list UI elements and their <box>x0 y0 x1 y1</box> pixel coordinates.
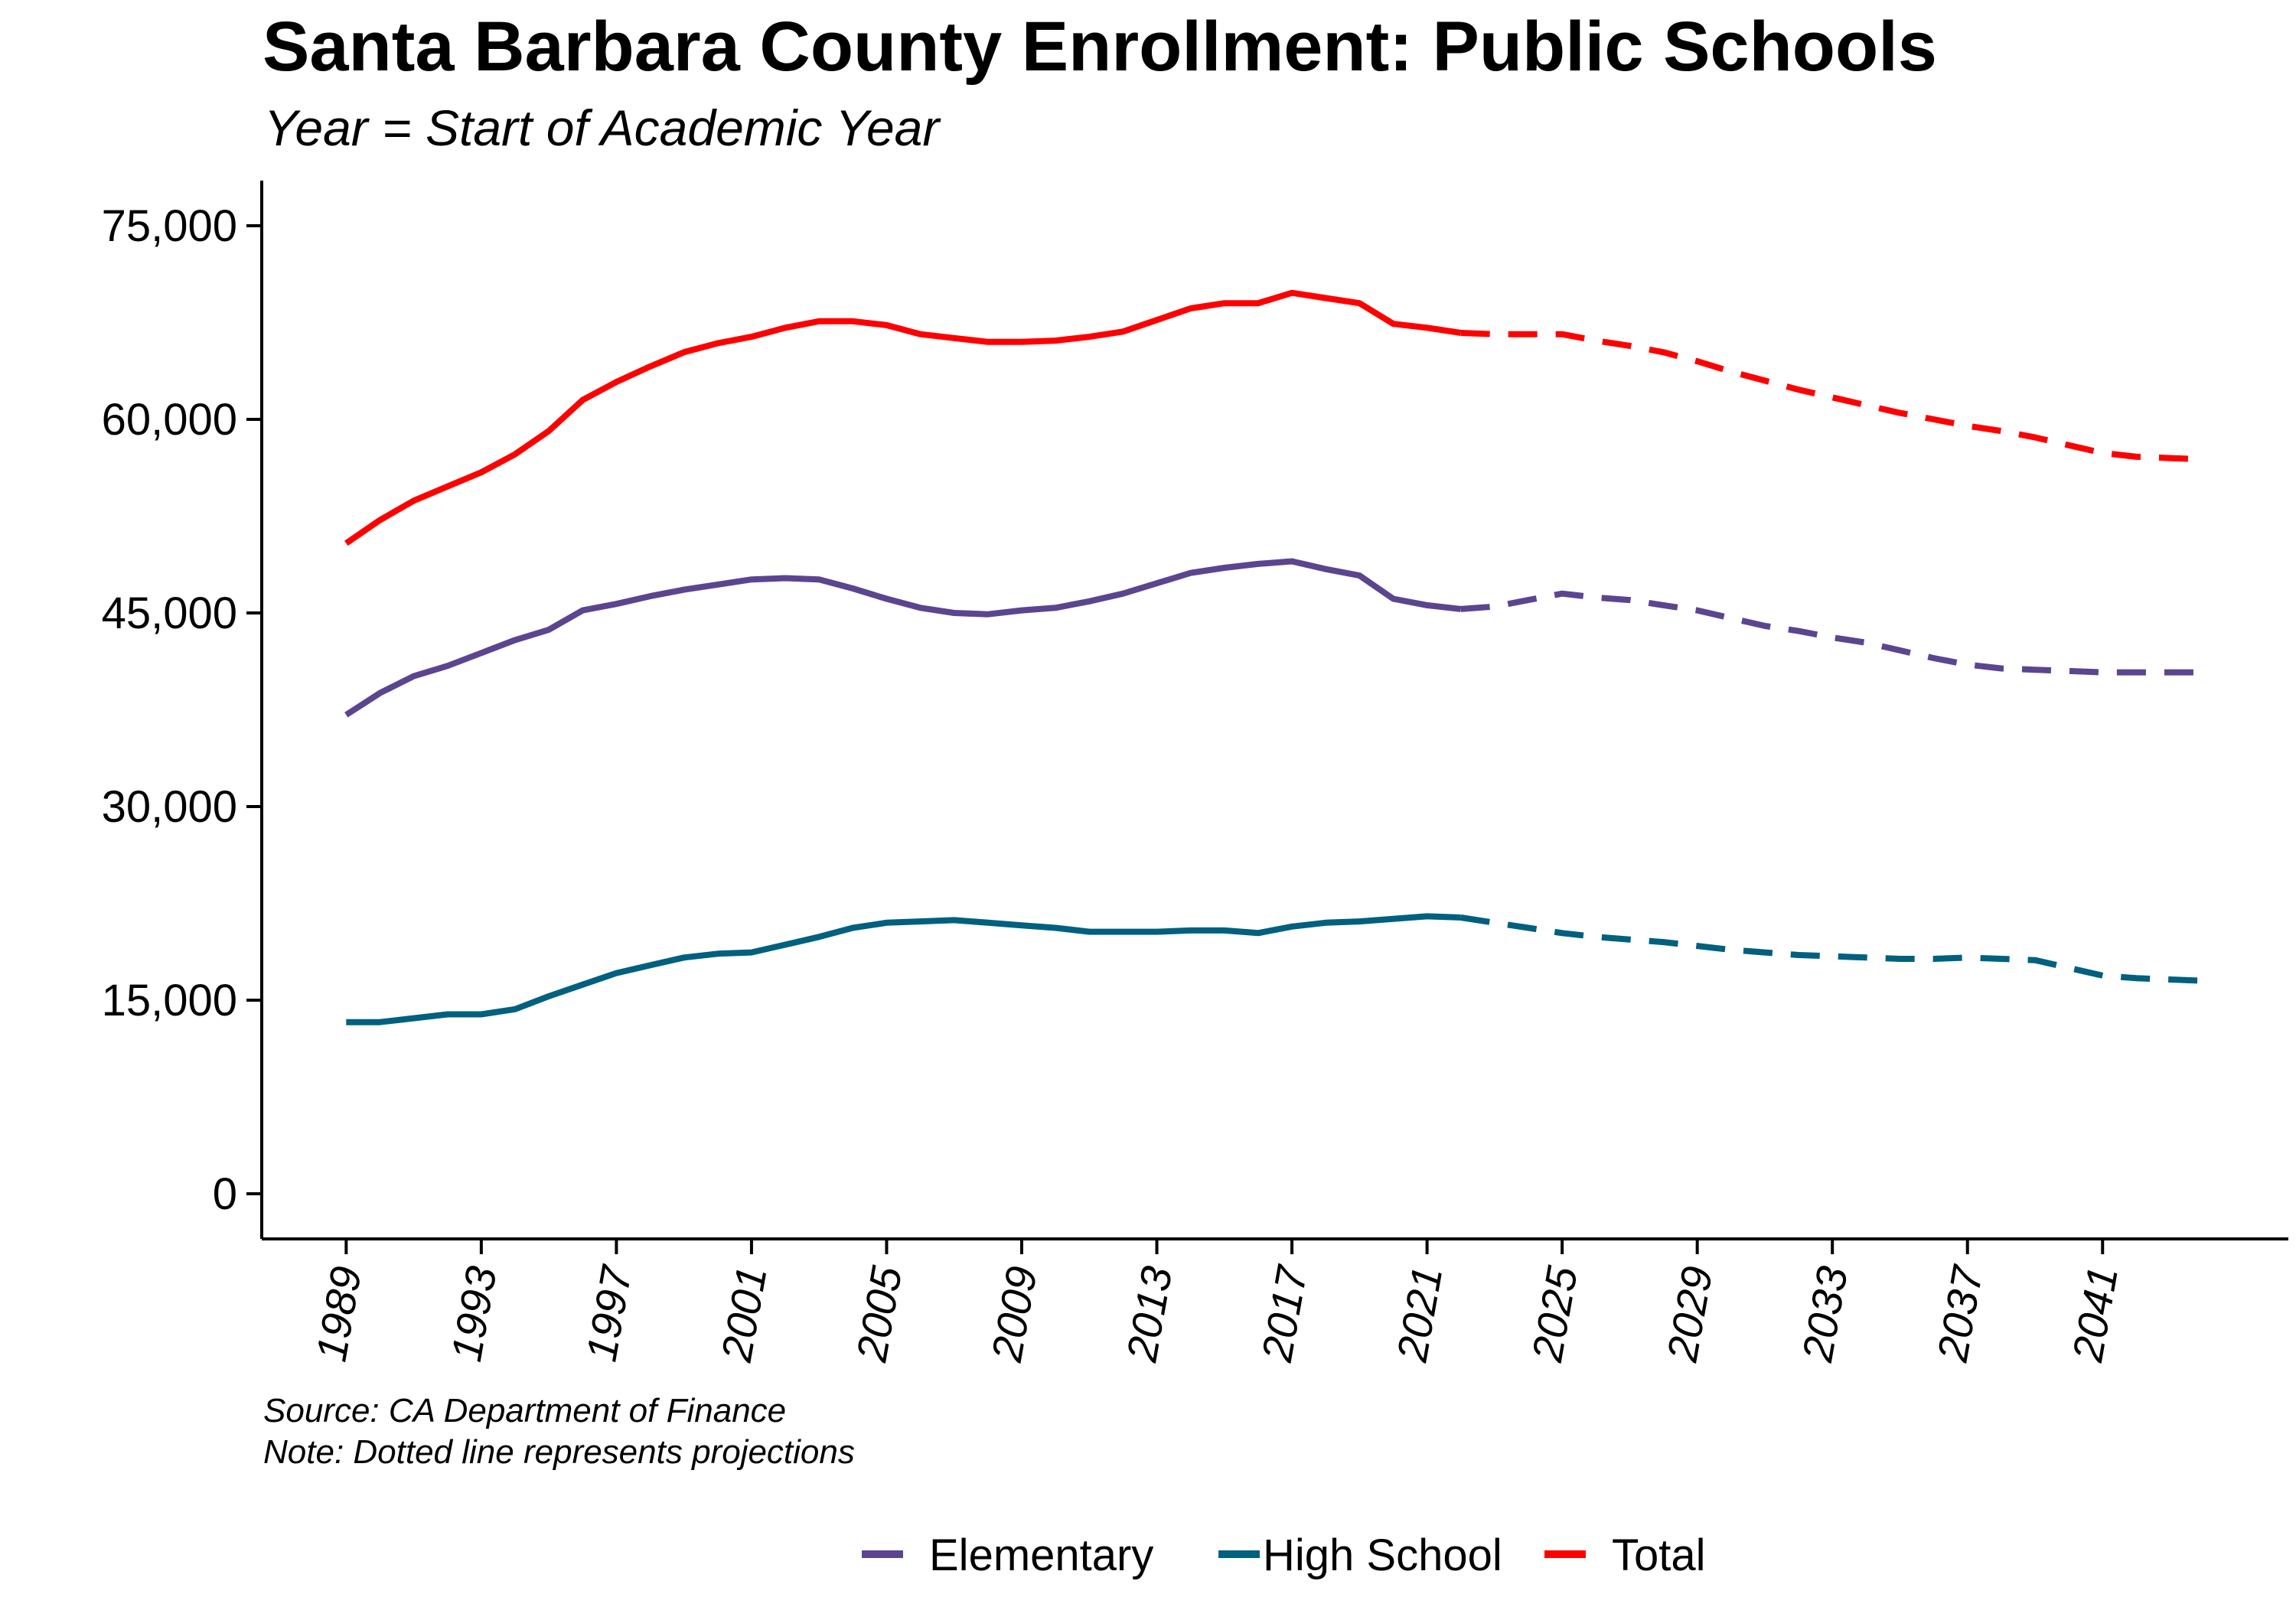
x-tick-label: 2017 <box>1252 1261 1316 1365</box>
x-axis-ticks: 1989 1993 1997 2001 2005 2009 2013 2017 2021 2025… <box>306 1239 2127 1366</box>
projection-note: Note: Dotted line represents projections <box>263 1433 855 1471</box>
y-axis-ticks: 0 15,000 30,000 45,000 60,000 75,000 <box>102 201 262 1219</box>
notes: Source: CA Department of Finance Note: D… <box>263 1392 855 1471</box>
y-tick-label: 30,000 <box>102 782 237 832</box>
series-line-elementary-observed <box>344 558 1462 718</box>
x-tick-label: 2021 <box>1388 1263 1452 1366</box>
legend-label-high-school: High School <box>1263 1530 1502 1580</box>
chart-subtitle: Year = Start of Academic Year <box>264 99 941 156</box>
x-tick-label: 1993 <box>442 1263 506 1365</box>
y-tick-label: 45,000 <box>102 588 237 638</box>
series-line-high-school-projected <box>1460 914 2204 984</box>
x-tick-label: 2013 <box>1117 1263 1182 1366</box>
x-tick-label: 2029 <box>1658 1263 1722 1366</box>
x-tick-label: 2009 <box>982 1263 1046 1366</box>
series-line-high-school-observed <box>346 913 1461 1025</box>
x-tick-label: 2033 <box>1792 1263 1857 1366</box>
legend: Elementary High School Total <box>862 1530 1706 1580</box>
x-tick-label: 2005 <box>846 1262 911 1365</box>
x-tick-label: 2025 <box>1522 1262 1587 1365</box>
chart-title: Santa Barbara County Enrollment: Public … <box>263 8 1937 86</box>
x-tick-label: 2037 <box>1928 1261 1992 1365</box>
source-note: Source: CA Department of Finance <box>263 1392 786 1429</box>
series-lines <box>344 289 2204 1025</box>
x-tick-label: 2001 <box>712 1263 776 1366</box>
axes <box>260 181 2288 1240</box>
y-tick-label: 75,000 <box>102 201 237 251</box>
x-tick-label: 1989 <box>306 1263 370 1365</box>
legend-label-elementary: Elementary <box>929 1530 1153 1580</box>
y-tick-label: 15,000 <box>102 976 237 1025</box>
y-tick-label: 60,000 <box>102 395 237 445</box>
y-tick-label: 0 <box>213 1169 237 1219</box>
legend-label-total: Total <box>1612 1530 1706 1580</box>
series-line-total-observed <box>344 289 1462 546</box>
series-line-elementary-projected <box>1460 590 2204 676</box>
x-tick-label: 2041 <box>2063 1263 2127 1366</box>
x-tick-label: 1997 <box>577 1261 641 1364</box>
series-line-total-projected <box>1460 330 2204 463</box>
